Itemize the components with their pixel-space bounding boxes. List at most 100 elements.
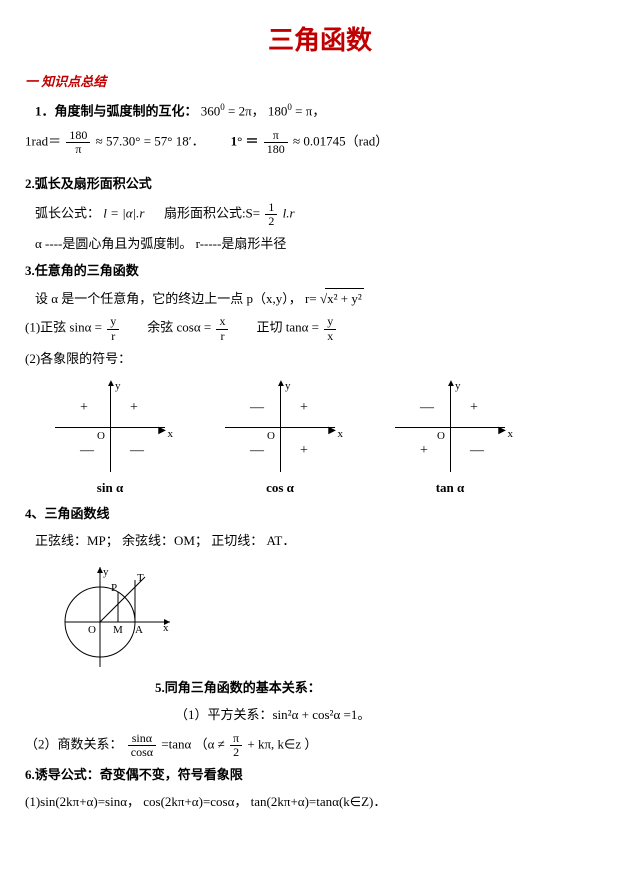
- formula: l = |α|.r: [103, 205, 144, 220]
- num: x: [216, 315, 228, 329]
- num: 180: [66, 129, 90, 143]
- t: =tanα （α ≠: [161, 736, 224, 751]
- den: cosα: [128, 746, 156, 759]
- pythagorean: （1）平方关系：sin²α + cos²α =1。: [175, 705, 615, 726]
- fraction: 180 π: [66, 129, 90, 156]
- t: 设 α 是一个任意角，它的终边上一点 p（x,y）， r=: [35, 291, 317, 306]
- y-label: y: [455, 378, 461, 396]
- section-heading-1: 一 知识点总结: [25, 72, 615, 93]
- q1: +: [130, 397, 138, 419]
- lbl: O: [88, 622, 96, 640]
- heading-4: 4、三角函数线: [25, 504, 615, 525]
- heading-6: 6.诱导公式：奇变偶不变，符号看象限: [25, 765, 615, 786]
- lbl: x: [163, 620, 169, 638]
- fraction: xr: [216, 315, 228, 342]
- fraction: π 180: [264, 129, 288, 156]
- heading-2: 2.弧长及扇形面积公式: [25, 174, 615, 195]
- t: 弧长公式：: [35, 205, 100, 220]
- t: = 2π，: [228, 104, 265, 119]
- arc-note: α ----是圆心角且为弧度制。 r-----是扇形半径: [35, 234, 615, 255]
- origin-label: O: [97, 428, 105, 446]
- lbl: y: [103, 564, 109, 582]
- axes-diagram: ▶▲ x y O + + — —: [55, 382, 165, 472]
- sqrt-body: x² + y²: [325, 288, 364, 310]
- q2: +: [80, 397, 88, 419]
- lbl: T: [137, 570, 144, 588]
- tan-signs: ▶▲ x y O + — + — tan α: [395, 382, 505, 499]
- quadrant-signs-label: (2)各象限的符号：: [25, 349, 615, 370]
- lbl: M: [113, 622, 123, 640]
- unit-circle-svg: [55, 562, 175, 672]
- q1: +: [300, 397, 308, 419]
- induced-formula-1: (1)sin(2kπ+α)=sinα， cos(2kπ+α)=cosα， tan…: [25, 792, 615, 813]
- fraction: 1 2: [265, 201, 277, 228]
- sin-signs: ▶▲ x y O + + — — sin α: [55, 382, 165, 499]
- q3: —: [250, 440, 264, 462]
- q4: +: [300, 440, 308, 462]
- t: 180: [268, 104, 288, 119]
- item-1-line2: 1rad＝ 180 π ≈ 57.30° = 57° 18′． 1° ＝ π 1…: [25, 129, 615, 156]
- t: = π，: [295, 104, 325, 119]
- fraction: yx: [324, 315, 336, 342]
- sup: 0: [220, 102, 225, 112]
- sup: 0: [287, 102, 292, 112]
- num: π: [264, 129, 288, 143]
- fn-label: sin α: [55, 478, 165, 499]
- q2: —: [250, 397, 264, 419]
- num: y: [324, 315, 336, 329]
- x-label: x: [338, 426, 344, 444]
- den: π: [66, 143, 90, 156]
- x-label: x: [508, 426, 514, 444]
- heading-5: 5.同角三角函数的基本关系：: [155, 678, 615, 699]
- origin-label: O: [437, 428, 445, 446]
- trig-def: 设 α 是一个任意角，它的终边上一点 p（x,y）， r= √x² + y²: [35, 288, 615, 310]
- t: （2）商数关系：: [25, 736, 123, 751]
- num: y: [107, 315, 119, 329]
- t: 扇形面积公式:S=: [164, 205, 260, 220]
- lbl: A: [135, 622, 143, 640]
- den: 2: [230, 746, 242, 759]
- y-label: y: [115, 378, 121, 396]
- origin-label: O: [267, 428, 275, 446]
- t: 1° ＝: [231, 133, 259, 148]
- quadrant-signs: ▶▲ x y O + + — — sin α ▶▲ x y O + — — + …: [55, 382, 615, 499]
- unit-circle-diagram: y P T O M A x: [55, 562, 175, 672]
- cos-signs: ▶▲ x y O + — — + cos α: [225, 382, 335, 499]
- q4: —: [470, 440, 484, 462]
- t: (1)正弦 sinα =: [25, 320, 102, 335]
- den: 2: [265, 215, 277, 228]
- den: x: [324, 330, 336, 343]
- fraction: sinα cosα: [128, 732, 156, 759]
- t: 正切 tanα =: [256, 320, 319, 335]
- q3: —: [80, 440, 94, 462]
- heading-3: 3.任意角的三角函数: [25, 261, 615, 282]
- den: r: [216, 330, 228, 343]
- t: 1rad＝: [25, 133, 61, 148]
- num: 1: [265, 201, 277, 215]
- q2: —: [420, 397, 434, 419]
- q1: +: [470, 397, 478, 419]
- q4: —: [130, 440, 144, 462]
- quotient-identity: （2）商数关系： sinα cosα =tanα （α ≠ π 2 + kπ, …: [25, 732, 615, 759]
- den: r: [107, 330, 119, 343]
- t: 余弦 cosα =: [147, 320, 211, 335]
- fraction: yr: [107, 315, 119, 342]
- fraction: π 2: [230, 732, 242, 759]
- arc-formula: 弧长公式： l = |α|.r 扇形面积公式:S= 1 2 l.r: [35, 201, 615, 228]
- t: l.r: [283, 205, 295, 220]
- t: ≈ 57.30° = 57° 18′．: [96, 133, 205, 148]
- lbl: P: [111, 580, 117, 598]
- t: 360: [201, 104, 221, 119]
- item-1: 1．角度制与弧度制的互化： 3600 = 2π， 1800 = π，: [35, 100, 615, 122]
- y-label: y: [285, 378, 291, 396]
- t: + kπ, k∈z ）: [247, 736, 317, 751]
- fn-label: tan α: [395, 478, 505, 499]
- trig-ratios: (1)正弦 sinα = yr 余弦 cosα = xr 正切 tanα = y…: [25, 315, 615, 342]
- t: ≈ 0.01745（rad）: [293, 133, 388, 148]
- item-1-head: 1．角度制与弧度制的互化：: [35, 104, 198, 119]
- q3: +: [420, 440, 428, 462]
- axes-diagram: ▶▲ x y O + — + —: [395, 382, 505, 472]
- den: 180: [264, 143, 288, 156]
- page-title: 三角函数: [25, 20, 615, 62]
- fn-label: cos α: [225, 478, 335, 499]
